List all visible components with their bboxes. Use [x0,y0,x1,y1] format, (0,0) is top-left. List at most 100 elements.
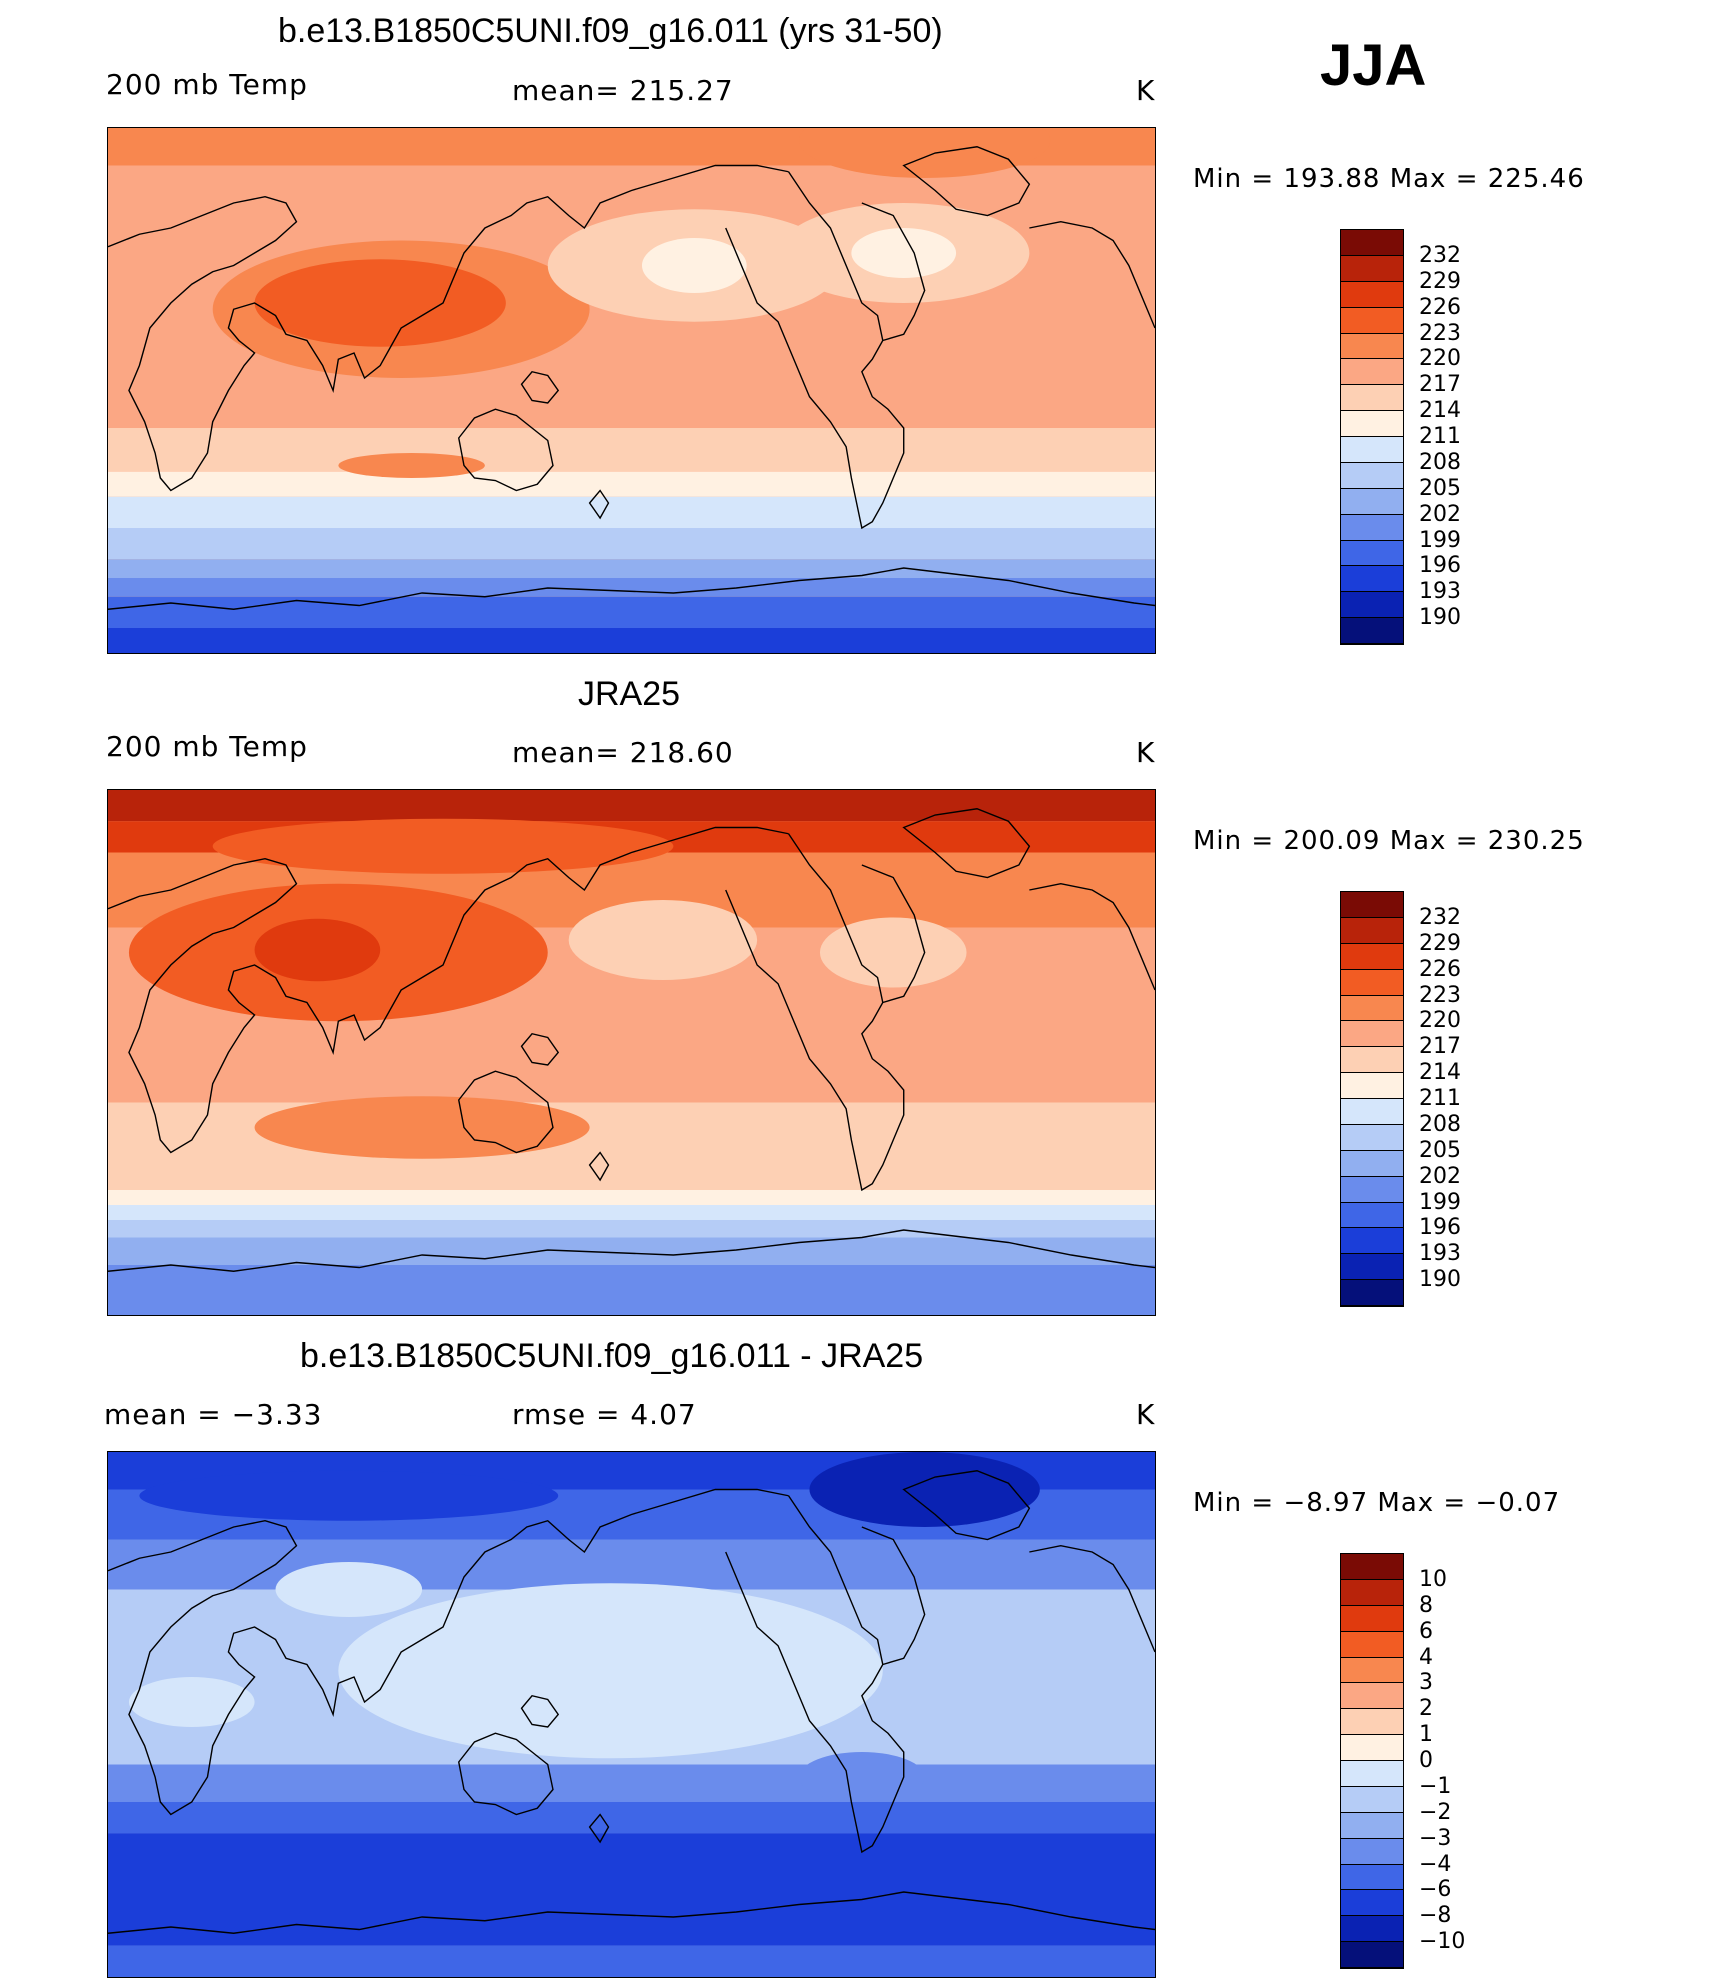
contour-band [108,596,1155,628]
contour-region [254,259,506,347]
colorbar-segment [1341,1605,1403,1632]
colorbar-tick-label: −3 [1419,1825,1452,1851]
colorbar-tick-label: 229 [1419,930,1461,956]
colorbar-segment [1341,437,1403,463]
colorbar-tick-label: 226 [1419,294,1461,320]
colorbar-tick-label: −1 [1419,1773,1452,1799]
colorbar-tick-label: 205 [1419,475,1461,501]
colorbar-segment [1341,514,1403,541]
colorbar-tick-label: 211 [1419,424,1461,449]
colorbar-tick-label: 232 [1419,904,1461,930]
colorbar-tick-label: 1 [1419,1722,1433,1748]
colorbar-tick-label: 190 [1419,605,1461,631]
contour-band [108,790,1155,822]
contour-region [128,1677,255,1727]
panel-title: b.e13.B1850C5UNI.f09_g16.011 (yrs 31-50) [278,12,943,50]
field-label: 200 mb Temp [106,68,308,101]
coastline [726,172,904,528]
colorbar-segment [1341,969,1403,996]
coastline [862,203,925,341]
contour-band [108,1102,1155,1190]
rmse-label: rmse = 4.07 [512,1398,697,1431]
colorbar-tick-label: 10 [1419,1566,1447,1592]
coastline [459,409,553,490]
colorbar-tick-label: 2 [1419,1696,1433,1722]
colorbar-segment [1341,1916,1403,1943]
colorbar-tick-label: −4 [1419,1851,1452,1877]
contour-region [694,1130,883,1175]
colorbar-segment [1341,1735,1403,1761]
contour-band [108,1945,1155,1977]
contour-region [254,918,381,982]
colorbar-tick-label: 202 [1419,501,1461,527]
contour-region [809,1452,1040,1527]
colorbar-tick-label: 205 [1419,1137,1461,1163]
coastline [108,1892,1155,1933]
colorbar-segment [1341,618,1403,644]
coastline [1029,1546,1155,1652]
coastline [904,1471,1030,1540]
contour-region [275,1562,423,1617]
colorbar-segment [1341,1202,1403,1229]
contour-region [641,238,747,293]
colorbar-tick-label: 196 [1419,1215,1461,1241]
season-label: JJA [1320,33,1427,98]
contour-band [108,1220,1155,1238]
contour-band [108,1802,1155,1834]
colorbar-segment [1341,566,1403,593]
colorbar-segment [1341,1786,1403,1813]
panel-title: JRA25 [578,675,681,713]
contour-band [108,559,1155,578]
colorbar-segment [1341,995,1403,1022]
mean-label: mean= 218.60 [512,736,734,769]
colorbar-tick-label: 211 [1419,1086,1461,1111]
minmax-label: Min = −8.97 Max = −0.07 [1193,1488,1561,1518]
colorbar-tick-label: 193 [1419,1241,1461,1267]
coastline [108,1230,1155,1271]
colorbar-segment [1341,1554,1403,1580]
map-panel [107,127,1156,654]
colorbar-segment [1341,592,1403,619]
colorbar-tick-label: 208 [1419,449,1461,475]
coastline [108,1490,789,1815]
colorbar-tick-label: −10 [1419,1929,1466,1955]
colorbar-tick-label: 226 [1419,956,1461,982]
coastline [862,1527,925,1665]
contour-band [108,471,1155,497]
coastline [862,865,925,1003]
colorbar-segment [1341,1657,1403,1684]
colorbar-tick-label: 196 [1419,553,1461,579]
colorbar: 10 8 6 4 3 2 1 0 −1 −2 −3 −4 −6 −8 −10 [1340,1553,1465,1969]
map-panel [107,789,1156,1316]
colorbar-tick-label: 202 [1419,1163,1461,1189]
colorbar-segment [1341,1150,1403,1177]
contour-region [799,1752,925,1802]
colorbar-tick-label: 193 [1419,579,1461,605]
colorbar-segment [1341,1709,1403,1736]
contour-region [799,128,1051,178]
minmax-label: Min = 200.09 Max = 230.25 [1193,826,1585,856]
coastline [590,491,609,519]
colorbar-segment [1341,281,1403,308]
colorbar-segment [1341,307,1403,334]
colorbar-segment [1341,1838,1403,1865]
colorbar-tick-label: 220 [1419,346,1461,372]
contour-region [139,1470,559,1521]
colorbar-segment [1341,411,1403,437]
colorbar-segment [1341,1761,1403,1787]
colorbar-tick-label: 8 [1419,1592,1433,1618]
colorbar-tick-label: 223 [1419,320,1461,346]
field-label: 200 mb Temp [106,730,308,763]
colorbar-segment [1341,1631,1403,1658]
contour-region [338,453,485,478]
coastline [108,568,1155,609]
colorbar-segment [1341,1073,1403,1099]
contour-band [108,1539,1155,1590]
colorbar-tick-label: 190 [1419,1267,1461,1293]
colorbar-tick-label: 217 [1419,1034,1461,1060]
colorbar-tick-label: 232 [1419,242,1461,268]
colorbar-segment [1341,1942,1403,1968]
contour-band [108,1764,1155,1802]
colorbar-tick-label: −2 [1419,1799,1452,1825]
colorbar-segment [1341,943,1403,970]
